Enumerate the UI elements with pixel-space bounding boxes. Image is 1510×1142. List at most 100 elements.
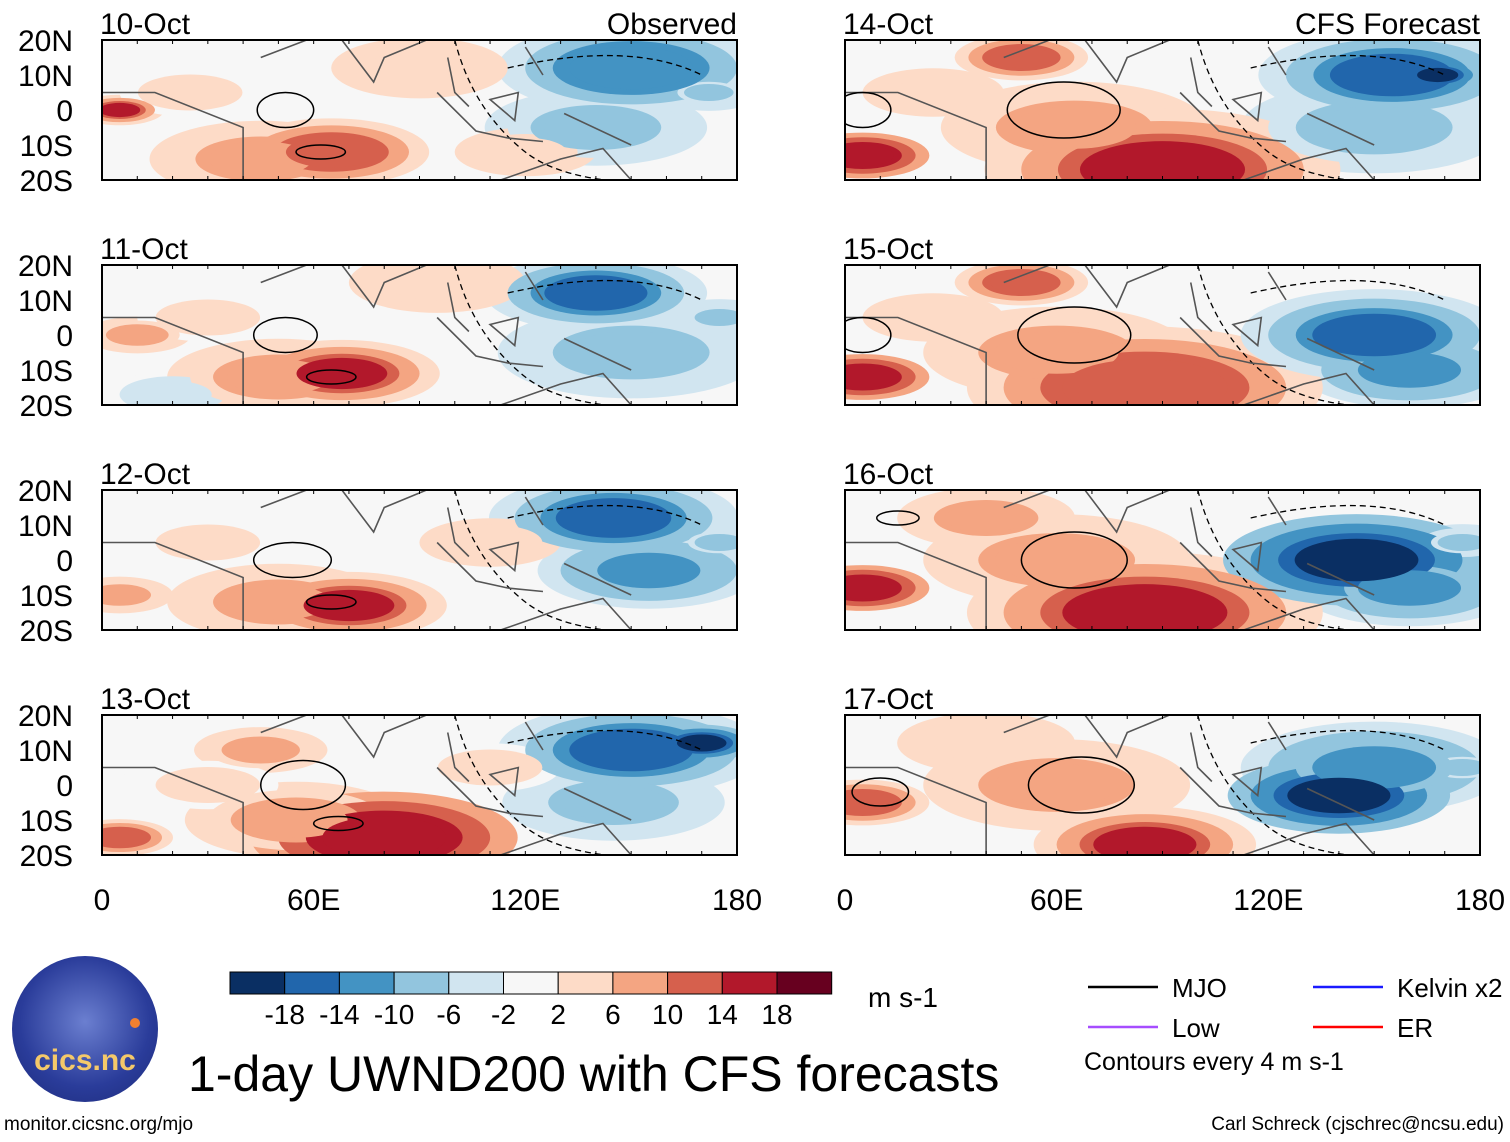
mjo-contour xyxy=(260,759,347,811)
y-tick-label: 20S xyxy=(20,840,73,873)
y-tick-label: 20S xyxy=(20,165,73,198)
wind-anomaly-cell xyxy=(1329,53,1454,97)
wind-anomaly-cell xyxy=(1287,777,1391,814)
wind-anomaly-cell xyxy=(1012,106,1137,149)
colorbar-label: 2 xyxy=(550,999,566,1030)
wind-anomaly-cell xyxy=(1357,570,1462,606)
wind-anomaly-cell xyxy=(845,791,894,814)
mjo-contour xyxy=(305,594,357,610)
panel-date: 13-Oct xyxy=(100,683,191,716)
colorbar-swatch xyxy=(776,971,833,995)
wind-anomaly-cell xyxy=(385,265,489,301)
coastlines xyxy=(845,715,1375,855)
mjo-contour xyxy=(305,369,357,385)
footer-url: monitor.cicsnc.org/mjo xyxy=(4,1114,194,1135)
mjo-contour xyxy=(1006,81,1121,139)
mjo-contour xyxy=(295,144,347,160)
panel-date: 17-Oct xyxy=(843,683,934,716)
y-tick-label: 10S xyxy=(20,130,73,163)
colorbar-label: -10 xyxy=(374,999,414,1030)
wind-anomaly-cell xyxy=(226,584,330,620)
wind-anomaly-cell xyxy=(1093,826,1197,855)
wind-anomaly-cell xyxy=(1437,758,1480,777)
mjo-contour xyxy=(1027,756,1136,814)
legend-label: ER xyxy=(1397,1013,1433,1043)
y-tick-label: 20N xyxy=(18,25,73,58)
mjo-contour xyxy=(312,815,364,832)
wind-anomaly-cell xyxy=(845,577,894,599)
wind-anomaly-cell xyxy=(448,753,532,782)
y-tick-label: 10N xyxy=(18,735,73,768)
wind-anomaly-cell xyxy=(694,308,737,327)
x-tick-label: 0 xyxy=(837,884,854,917)
y-tick-label: 0 xyxy=(56,770,73,803)
wind-anomaly-cell xyxy=(1312,313,1437,357)
wind-anomaly-cell xyxy=(845,366,894,388)
wind-anomaly-cell xyxy=(1294,538,1419,582)
x-tick-label: 180 xyxy=(1455,884,1505,917)
wind-anomaly-cell xyxy=(229,739,292,761)
legend-label: Low xyxy=(1172,1013,1220,1043)
figure-title: 1-day UWND200 with CFS forecasts xyxy=(188,1046,1000,1102)
y-tick-label: 20S xyxy=(20,615,73,648)
wind-anomaly-cell xyxy=(112,326,163,344)
wind-anomaly-cell xyxy=(891,78,975,107)
y-tick-label: 20N xyxy=(18,700,73,733)
y-tick-label: 0 xyxy=(56,95,73,128)
dashed-contour xyxy=(1250,729,1446,751)
footer-credit: Carl Schreck (cjschrec@ncsu.edu) xyxy=(1211,1114,1504,1135)
wind-anomaly-cell xyxy=(555,498,672,538)
x-tick-label: 120E xyxy=(1233,884,1303,917)
wind-anomaly-cell xyxy=(166,528,250,557)
colorbar-swatch xyxy=(393,971,450,995)
cics-logo: cics.nc xyxy=(12,956,158,1102)
x-tick-label: 120E xyxy=(490,884,560,917)
map-panel-10-Oct xyxy=(102,40,737,180)
wind-anomaly-cell xyxy=(166,770,250,800)
wind-anomaly-cell xyxy=(569,46,694,90)
wind-anomaly-cell xyxy=(994,538,1119,582)
y-tick-label: 20N xyxy=(18,475,73,508)
mjo-contour xyxy=(845,316,892,354)
x-tick-label: 0 xyxy=(94,884,111,917)
wind-anomaly-cell xyxy=(1062,359,1228,405)
wind-anomaly-cell xyxy=(994,763,1119,807)
colorbar-label: -14 xyxy=(319,999,359,1030)
contour-note: Contours every 4 m s-1 xyxy=(1084,1048,1344,1076)
colorbar-label: 18 xyxy=(761,999,792,1030)
wind-anomaly-cell xyxy=(141,383,204,405)
colorbar-label: 14 xyxy=(707,999,738,1030)
coastlines xyxy=(845,265,1375,405)
wind-anomaly-cell xyxy=(944,503,1028,533)
wind-anomaly-cell xyxy=(322,816,447,855)
wind-anomaly-cell xyxy=(1312,106,1437,149)
coastlines xyxy=(102,490,632,630)
wind-anomaly-cell xyxy=(990,271,1053,294)
panel-date: 15-Oct xyxy=(843,233,934,266)
column-label: Observed xyxy=(607,8,737,41)
dashed-contour xyxy=(1250,504,1446,526)
mjo-contour xyxy=(256,91,315,129)
map-panel-12-Oct xyxy=(102,490,737,630)
y-tick-label: 20S xyxy=(20,390,73,423)
colorbar-label: -6 xyxy=(436,999,461,1030)
map-panel-15-Oct xyxy=(845,265,1480,405)
wind-anomaly-cell xyxy=(1437,533,1480,552)
colorbar-swatch xyxy=(503,971,559,995)
y-tick-label: 10N xyxy=(18,60,73,93)
legend-label: Kelvin x2 xyxy=(1397,973,1503,1003)
panel-date: 14-Oct xyxy=(843,8,934,41)
colorbar-swatch xyxy=(721,971,778,995)
y-tick-label: 20N xyxy=(18,250,73,283)
map-panel-17-Oct xyxy=(845,715,1480,855)
panel-date: 12-Oct xyxy=(100,458,191,491)
wind-anomaly-cell xyxy=(303,589,395,622)
coastlines xyxy=(845,40,1375,180)
wind-anomaly-cell xyxy=(676,734,727,752)
wind-anomaly-cell xyxy=(561,784,666,821)
panel-date: 10-Oct xyxy=(100,8,191,41)
mjo-contour xyxy=(1020,531,1128,589)
coastlines xyxy=(102,715,632,855)
wind-anomaly-cell xyxy=(990,46,1053,69)
